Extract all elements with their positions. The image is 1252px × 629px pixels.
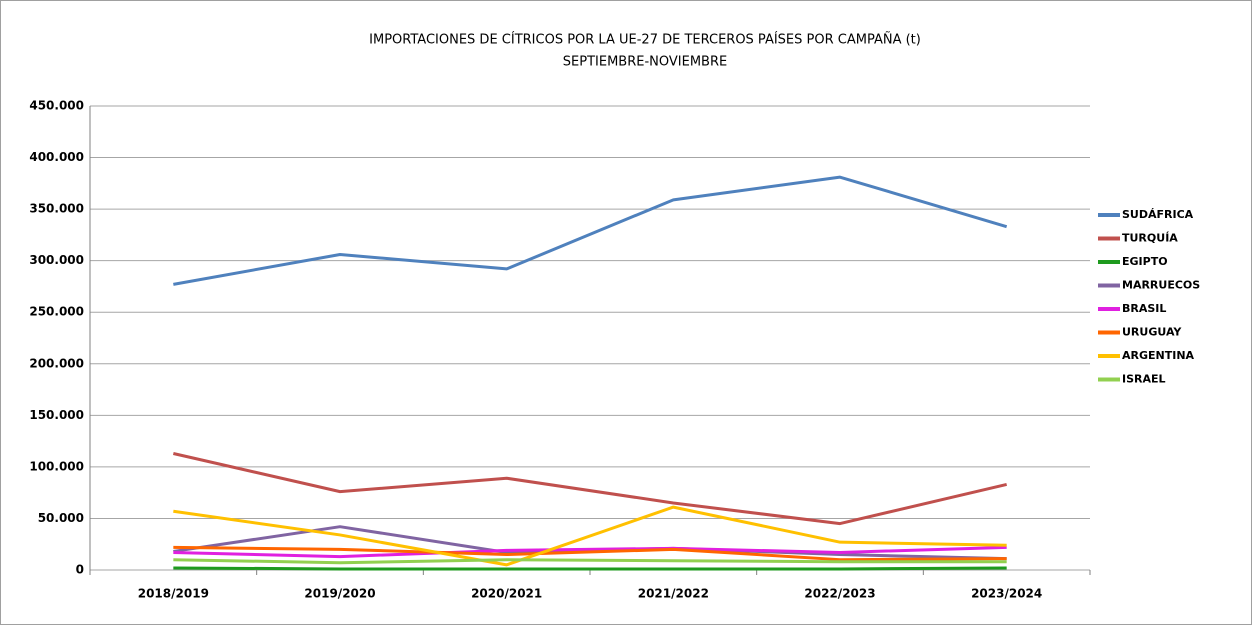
x-tick-label: 2019/2020: [304, 587, 375, 601]
x-tick-label: 2021/2022: [638, 587, 709, 601]
chart-subtitle: SEPTIEMBRE-NOVIEMBRE: [563, 55, 727, 70]
legend-label: SUDÁFRICA: [1122, 208, 1194, 221]
x-tick-label: 2022/2023: [804, 587, 875, 601]
series-line: [173, 566, 1007, 571]
y-tick-label: 150.000: [29, 408, 84, 422]
y-tick-label: 450.000: [29, 99, 84, 113]
y-tick-label: 400.000: [29, 150, 84, 164]
y-tick-label: 50.000: [38, 511, 84, 525]
series-line: [173, 545, 1007, 559]
legend-label: ISRAEL: [1122, 373, 1166, 386]
chart-title: IMPORTACIONES DE CÍTRICOS POR LA UE-27 D…: [369, 32, 921, 48]
y-tick-label: 0: [76, 563, 84, 577]
legend-label: TURQUÍA: [1122, 232, 1178, 245]
series-line: [173, 505, 1007, 567]
series-line: [172, 452, 1008, 526]
y-tick-label: 100.000: [29, 459, 84, 473]
series-line: [173, 558, 1007, 565]
legend-label: URUGUAY: [1122, 326, 1182, 339]
y-tick-label: 350.000: [29, 202, 84, 216]
y-tick-label: 200.000: [29, 356, 84, 370]
legend-label: MARRUECOS: [1122, 279, 1200, 292]
y-tick-label: 250.000: [29, 305, 84, 319]
x-tick-label: 2020/2021: [471, 587, 542, 601]
series-line: [173, 175, 1008, 286]
legend-label: ARGENTINA: [1122, 349, 1195, 362]
y-tick-label: 300.000: [29, 253, 84, 267]
x-tick-label: 2018/2019: [138, 587, 209, 601]
legend-label: EGIPTO: [1122, 255, 1168, 268]
x-tick-label: 2023/2024: [971, 587, 1042, 601]
series-line: [173, 545, 1007, 562]
legend-label: BRASIL: [1122, 302, 1166, 315]
